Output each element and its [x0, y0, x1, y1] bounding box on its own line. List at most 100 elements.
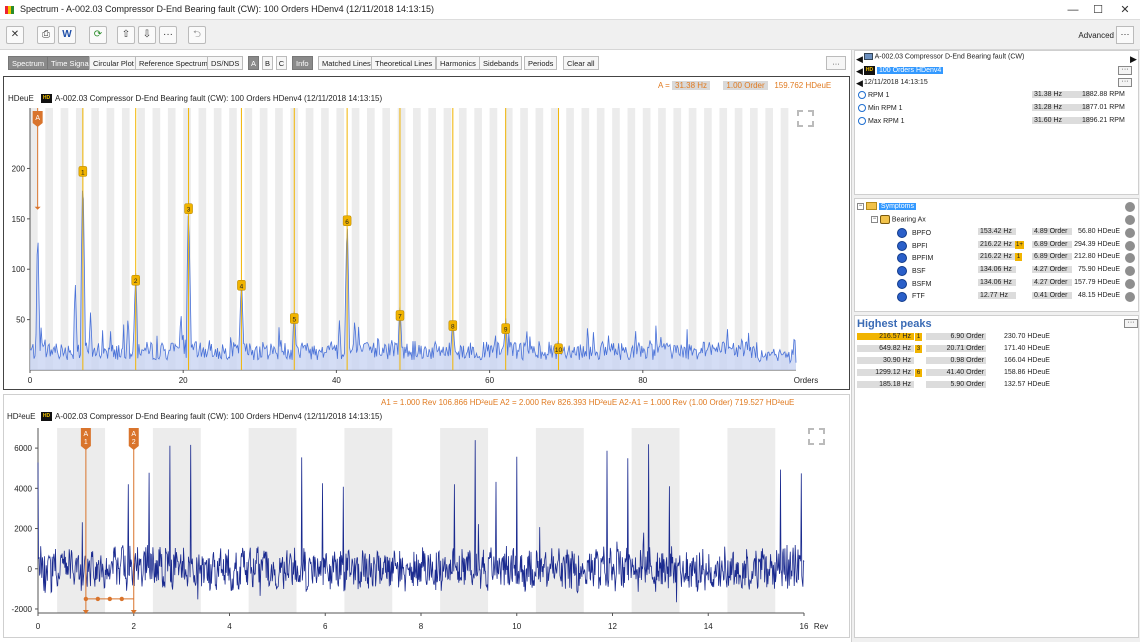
min-rpm-row: Min RPM 1: [858, 104, 903, 112]
date-more-button[interactable]: ···: [1118, 78, 1132, 87]
harmonic-marker-tag: [237, 280, 246, 291]
refresh-icon[interactable]: ⟳: [89, 26, 107, 44]
peak-value: 171.40 HDeuE: [1004, 345, 1050, 352]
symptom-row-bsf[interactable]: BSF: [897, 266, 926, 277]
measurement-more-button[interactable]: ···: [1118, 66, 1132, 75]
sidebands-toggle[interactable]: Sidebands: [479, 56, 523, 70]
grid-band: [596, 108, 605, 370]
symptom-row-bpfim[interactable]: BPFIM: [897, 253, 934, 264]
symptom-hz: 12.77 Hz: [978, 291, 1016, 299]
machine-icon: [864, 53, 873, 60]
word-export-icon[interactable]: W: [58, 26, 76, 44]
bearing-group-icon: [879, 215, 890, 224]
peak-order: 20.71 Order: [926, 345, 986, 352]
spectrum-plot[interactable]: 50 100 150 200 0 20 40 60 80 Orders 1 2 3 4 5 6 7 8 9 10 A: [0, 0, 852, 392]
minimize-button[interactable]: —: [1067, 4, 1079, 16]
harmonic-marker-8: 8: [448, 320, 458, 331]
matched-lines-toggle[interactable]: Matched Lines: [318, 56, 375, 70]
period-dot: [83, 596, 89, 602]
grid-band: [627, 108, 636, 370]
harmonic-marker-6: 6: [342, 215, 352, 227]
collapse-icon[interactable]: −: [857, 202, 864, 210]
y-tick-label: 100: [12, 265, 26, 274]
periods-toggle[interactable]: Periods: [524, 56, 558, 70]
grid-band: [183, 108, 191, 370]
grid-band: [535, 108, 544, 370]
expand-chart-icon[interactable]: [808, 428, 825, 445]
harmonic-marker-label: 1: [81, 169, 85, 176]
peak-value: 166.04 HDeuE: [1004, 357, 1050, 364]
harmonics-toggle[interactable]: Harmonics: [436, 56, 480, 70]
grid-band: [642, 108, 651, 370]
period-dot: [95, 596, 101, 602]
x-tick-label: 0: [28, 376, 33, 385]
nav-left-icon[interactable]: ◀: [856, 66, 863, 76]
symptom-row-bsfm[interactable]: BSFM: [897, 278, 931, 289]
maximize-button[interactable]: ☐: [1093, 4, 1103, 16]
symptom-row-bpfi[interactable]: BPFI: [897, 240, 928, 251]
symptom-value: 212.80 HDeuE: [1074, 253, 1120, 261]
bearing-symptom-icon: [897, 278, 907, 289]
theoretical-lines-toggle[interactable]: Theoretical Lines: [371, 56, 437, 70]
advanced-more-button[interactable]: ···: [1116, 26, 1134, 44]
cursor-flag-label: A: [131, 431, 136, 438]
grid-band: [229, 108, 237, 370]
y-tick-label: -2000: [12, 605, 33, 614]
peak-harmonic-tag: 1: [915, 333, 922, 341]
info-toggle[interactable]: Info: [292, 56, 313, 70]
cursor-a-toggle[interactable]: A: [248, 56, 259, 70]
measurement-date: 12/11/2018 14:13:15: [864, 79, 928, 86]
controls-more-button[interactable]: ···: [826, 56, 846, 70]
symptom-name: BPFIM: [911, 255, 934, 263]
grid-band: [30, 108, 38, 370]
bearing-group[interactable]: − Bearing Ax: [871, 215, 926, 224]
symptom-order: 0.41 Order: [1032, 291, 1072, 299]
nav-left-icon[interactable]: ◀: [856, 78, 863, 88]
circular-plot-toggle[interactable]: Circular Plot: [89, 56, 138, 70]
x-tick-label: 14: [704, 622, 713, 631]
cursor-a-flag: [32, 111, 43, 127]
cursor-b-toggle[interactable]: B: [262, 56, 273, 70]
symptoms-root-label: Symptoms: [878, 202, 916, 210]
move-up-icon[interactable]: ⇧: [117, 26, 135, 44]
grid-band: [213, 108, 222, 370]
harmonic-marker-label: 8: [451, 324, 455, 331]
grid-band: [137, 108, 145, 370]
grid-band: [45, 108, 53, 370]
x-tick-label: 60: [485, 376, 494, 385]
cursor-arrow: [82, 610, 89, 614]
y-tick-label: 150: [12, 215, 26, 224]
harmonic-marker-label: 10: [555, 347, 563, 354]
peaks-more-button[interactable]: ···: [1124, 319, 1138, 328]
expand-chart-icon[interactable]: [797, 110, 814, 127]
time-signal-chart-frame: [3, 394, 850, 638]
move-down-icon[interactable]: ⇩: [138, 26, 156, 44]
close-view-icon[interactable]: ✕: [6, 26, 24, 44]
cursor-a2-flag: [128, 428, 139, 450]
close-window-button[interactable]: ✕: [1120, 4, 1130, 16]
symptom-name: BSF: [911, 267, 926, 275]
advanced-label[interactable]: Advanced: [1078, 31, 1114, 40]
bearing-symptom-icon: [897, 240, 907, 251]
hd-badge-icon: HD: [41, 412, 52, 422]
ds-nds-toggle[interactable]: DS/NDS: [207, 56, 244, 70]
symptoms-tree-root[interactable]: − Symptoms: [857, 202, 916, 210]
clear-all-button[interactable]: Clear all: [563, 56, 599, 70]
grid-band: [704, 108, 712, 370]
cursor-c-toggle[interactable]: C: [276, 56, 287, 70]
symptom-row-ftf[interactable]: FTF: [897, 291, 925, 302]
more-icon[interactable]: ···: [159, 26, 177, 44]
time-y-unit: HD²euE: [7, 412, 36, 421]
measurement-selector[interactable]: HD 100 Orders HDenv4: [864, 66, 944, 75]
harmonic-marker-2: 2: [131, 274, 140, 286]
nav-left-icon[interactable]: ◀: [856, 54, 863, 64]
collapse-icon[interactable]: −: [871, 216, 878, 223]
grid-band: [259, 108, 268, 370]
nav-right-icon[interactable]: ▶: [1130, 54, 1137, 64]
undo-icon[interactable]: ⮌: [188, 26, 206, 44]
time-chart-title: HD A-002.03 Compressor D-End Bearing faul…: [38, 412, 382, 422]
status-indicator-icon: [1125, 240, 1135, 251]
print-icon[interactable]: ⎙: [37, 26, 55, 44]
symptom-row-bpfo[interactable]: BPFO: [897, 228, 931, 238]
